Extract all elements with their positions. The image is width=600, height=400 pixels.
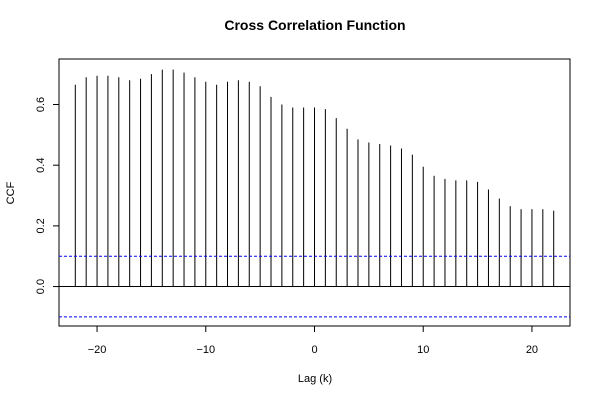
x-tick-label-10: 10: [417, 344, 429, 356]
x-tick-label-0: 0: [311, 344, 317, 356]
x-axis-label: Lag (k): [298, 373, 332, 385]
x-tick-label-20: 20: [526, 344, 538, 356]
x-tick-label--10: −10: [196, 344, 215, 356]
x-axis: −20 −10 0 10 20: [88, 326, 538, 356]
chart-title: Cross Correlation Function: [224, 17, 405, 33]
y-axis: 0.0 0.2 0.4 0.6: [35, 97, 59, 294]
y-tick-label-0: 0.0: [35, 279, 47, 294]
confidence-bounds: [59, 255, 570, 318]
y-axis-label: CCF: [5, 181, 17, 204]
ccf-bars: [74, 69, 555, 287]
x-tick-label--20: −20: [88, 344, 107, 356]
y-tick-label-0.6: 0.6: [35, 97, 47, 112]
y-tick-label-0.4: 0.4: [35, 158, 47, 173]
y-tick-label-0.2: 0.2: [35, 218, 47, 233]
